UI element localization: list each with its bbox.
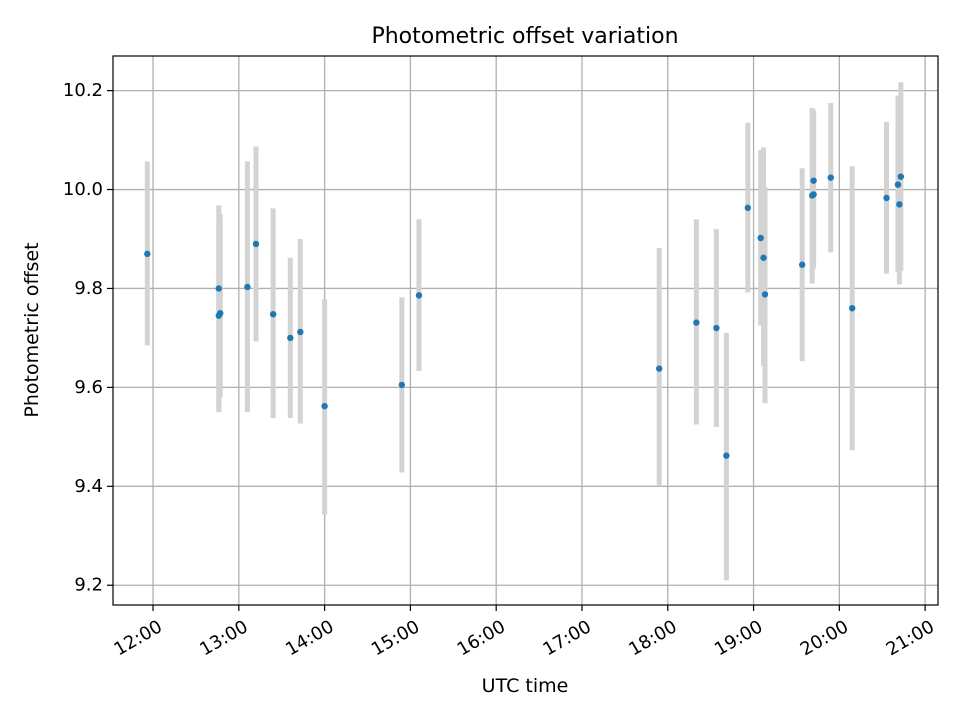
x-tick-label: 14:00 xyxy=(282,616,337,660)
data-point xyxy=(287,334,294,342)
chart-title: Photometric offset variation xyxy=(371,24,678,49)
data-point xyxy=(244,283,251,291)
data-point xyxy=(810,191,817,198)
data-points xyxy=(144,173,905,459)
data-point xyxy=(252,240,260,248)
data-point xyxy=(896,201,903,208)
data-point xyxy=(897,173,905,180)
axis-ticks: 12:00 13:00 14:00 15:00 16:00 17:00 18:00 19:00… xyxy=(63,80,938,660)
data-point xyxy=(144,250,151,258)
data-point xyxy=(894,181,902,188)
data-point xyxy=(761,291,769,298)
data-point xyxy=(798,261,806,268)
x-tick-label: 20:00 xyxy=(797,616,852,660)
y-tick-label: 10.0 xyxy=(63,179,103,200)
data-point xyxy=(723,452,730,459)
data-point xyxy=(713,324,720,332)
data-point xyxy=(297,328,304,336)
data-point xyxy=(827,174,834,181)
x-axis-label: UTC time xyxy=(482,675,569,697)
x-tick-label: 18:00 xyxy=(625,616,680,660)
data-point xyxy=(215,285,223,292)
x-tick-label: 13:00 xyxy=(196,616,251,660)
data-point xyxy=(398,381,406,389)
data-point xyxy=(693,319,700,326)
data-point xyxy=(655,365,663,372)
x-tick-label: 15:00 xyxy=(368,616,423,660)
x-tick-label: 16:00 xyxy=(454,616,509,660)
y-axis-label: Photometric offset xyxy=(21,242,43,417)
axes-frame xyxy=(112,55,939,606)
x-tick-label: 21:00 xyxy=(883,616,938,660)
y-tick-label: 9.2 xyxy=(74,575,103,596)
data-point xyxy=(760,254,767,261)
y-tick-label: 9.4 xyxy=(74,476,103,497)
data-point xyxy=(321,402,328,410)
x-tick-label: 17:00 xyxy=(539,616,594,660)
x-tick-label: 19:00 xyxy=(711,616,766,660)
data-point xyxy=(217,309,224,317)
x-tick-label: 12:00 xyxy=(111,616,166,660)
data-point xyxy=(810,177,817,184)
data-point xyxy=(744,204,752,212)
data-point xyxy=(415,292,423,299)
data-point xyxy=(849,305,856,312)
errorbars xyxy=(144,82,904,581)
data-point xyxy=(269,310,277,318)
y-tick-label: 10.2 xyxy=(63,80,103,101)
data-point xyxy=(757,234,764,242)
y-tick-label: 9.6 xyxy=(74,377,103,398)
y-tick-label: 9.8 xyxy=(74,278,103,299)
data-point xyxy=(883,194,890,202)
